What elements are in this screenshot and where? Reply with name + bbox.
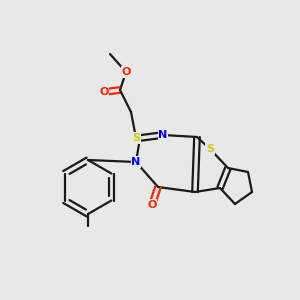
Text: N: N (158, 130, 168, 140)
Text: S: S (132, 133, 140, 143)
Text: N: N (131, 157, 141, 167)
Text: S: S (206, 144, 214, 154)
Text: O: O (147, 200, 157, 210)
Text: O: O (99, 87, 109, 97)
Text: O: O (121, 67, 131, 77)
